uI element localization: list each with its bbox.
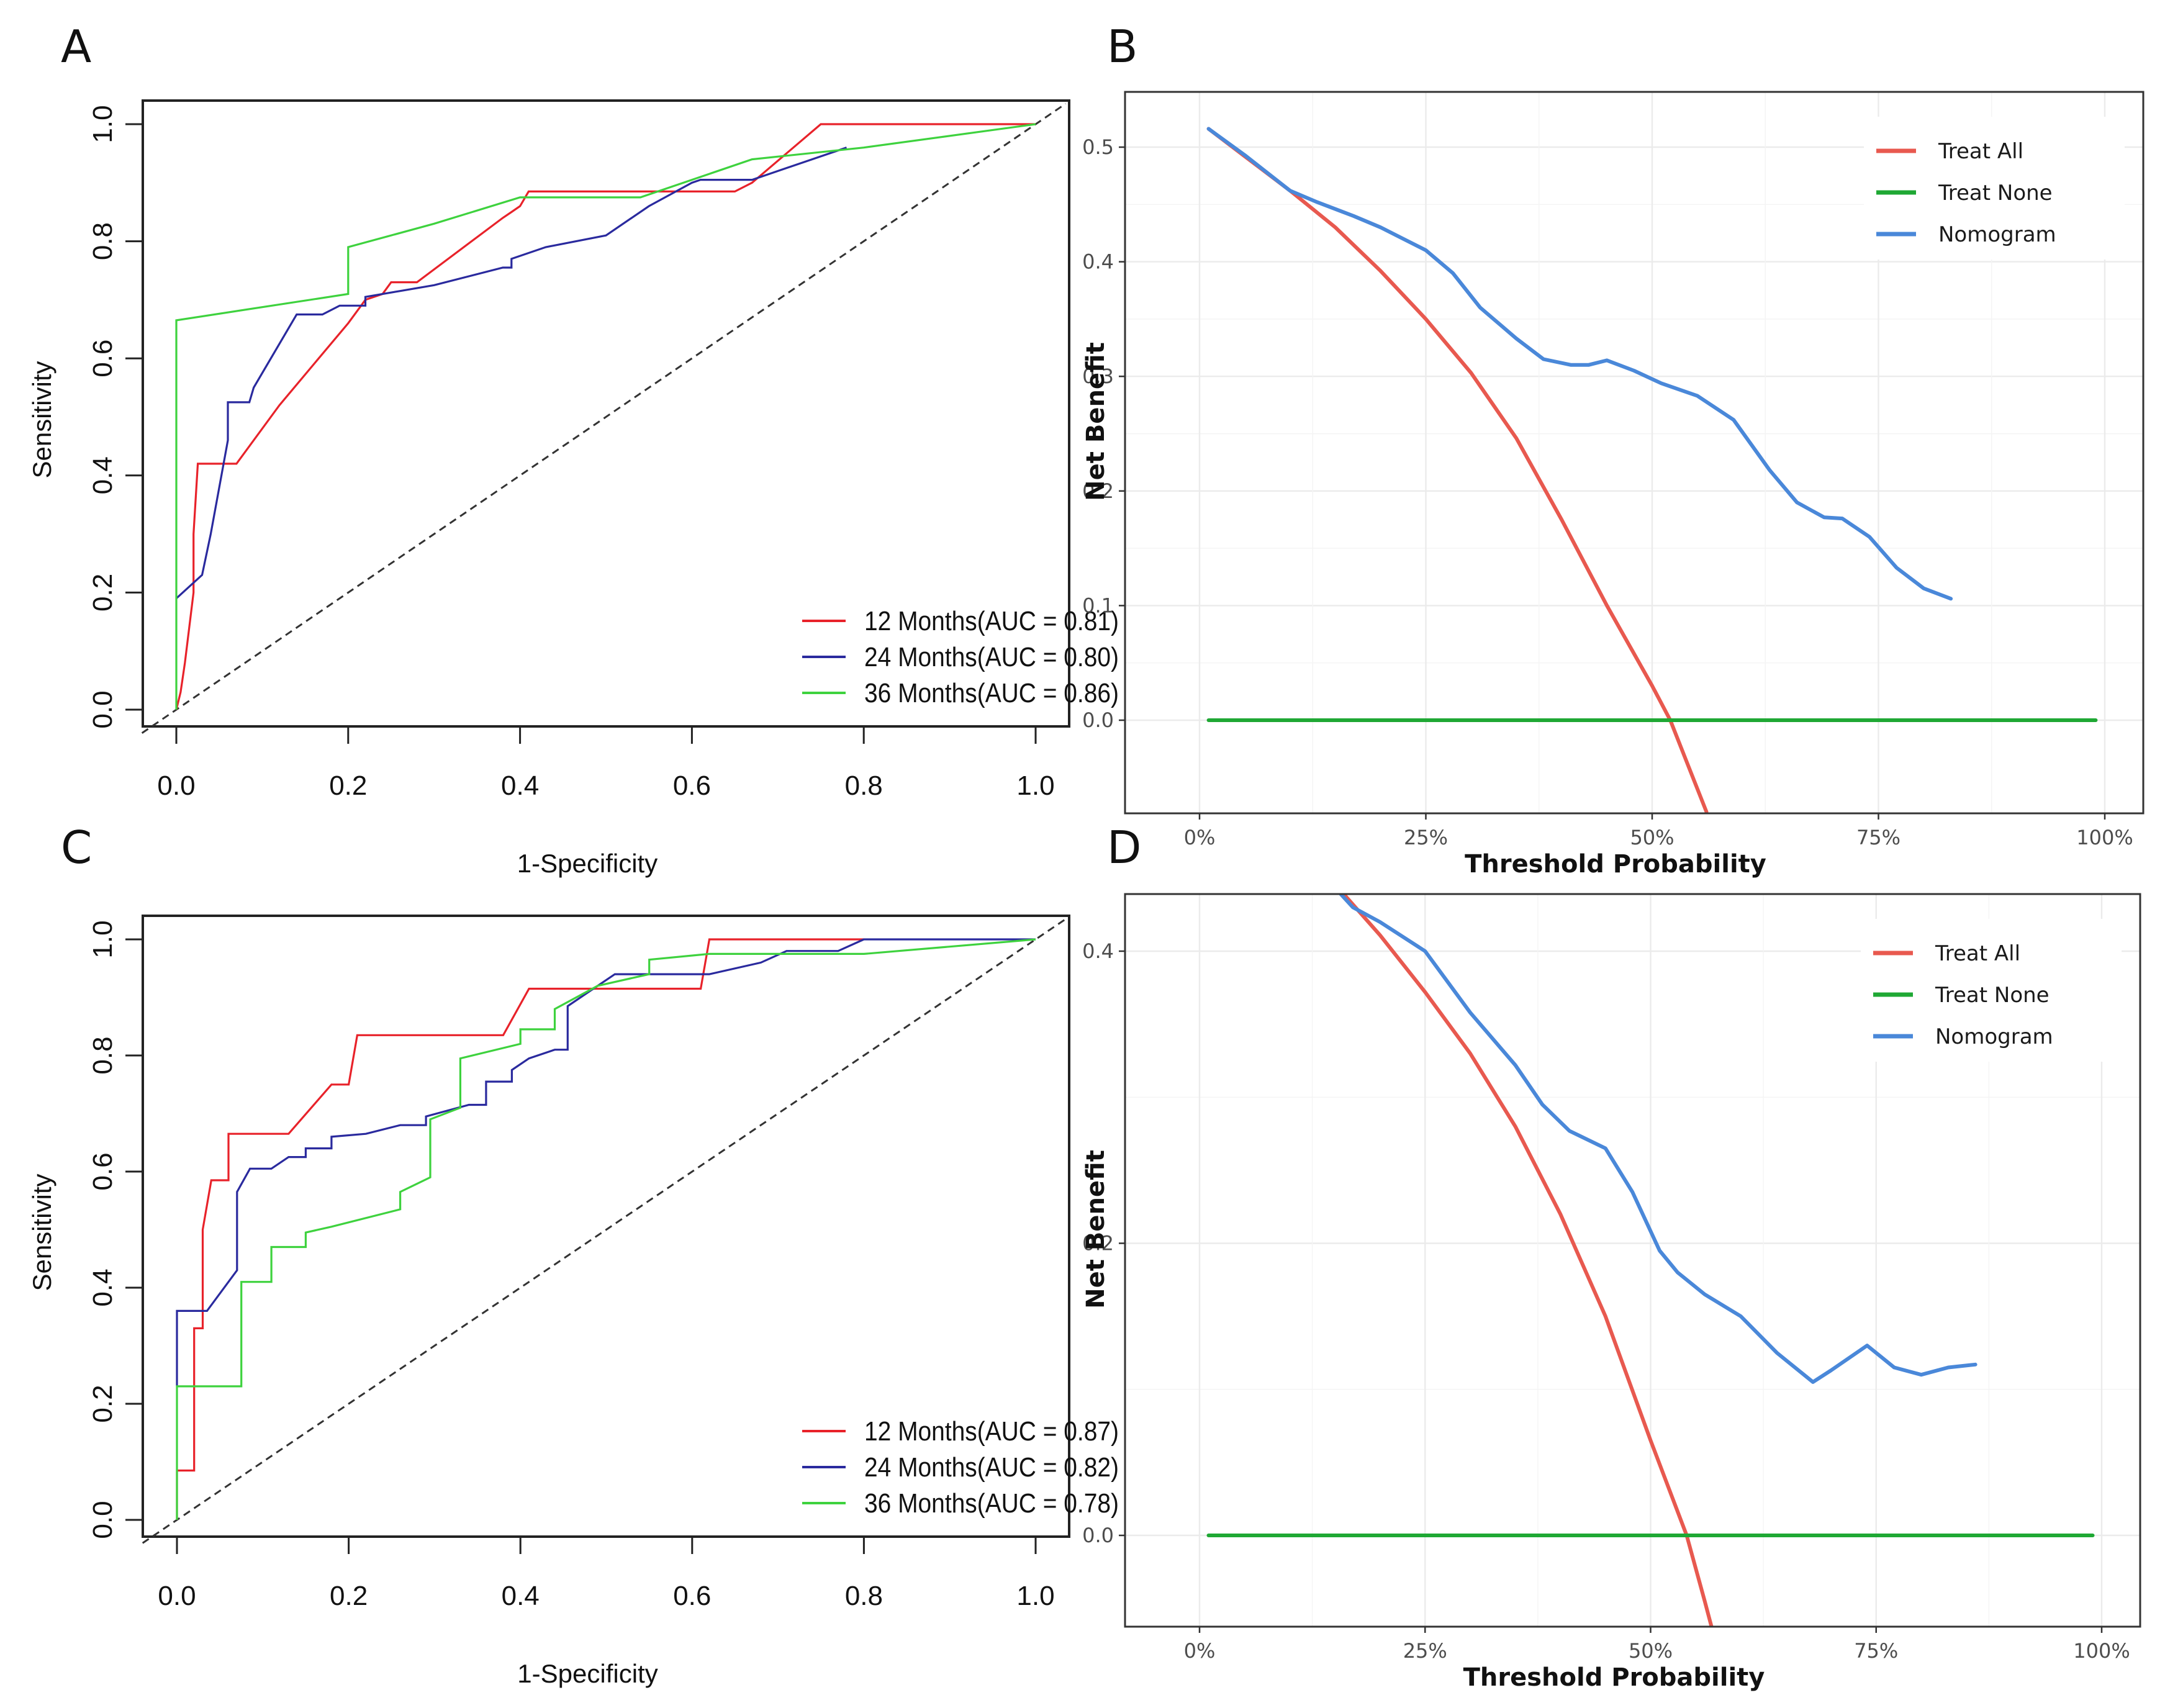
- roc-curve-2: [176, 938, 1036, 1386]
- panel-label-c: C: [61, 821, 92, 874]
- y-tick-label: 0.3: [1082, 364, 1114, 388]
- y-axis-title: Net Benefit: [1082, 1150, 1110, 1309]
- x-tick-label: 0.4: [502, 1581, 540, 1611]
- y-axis-title: Sensitivity: [27, 1173, 56, 1291]
- roc-chart-a: 0.0 0.2 0.4 0.6 0.8 1.0 0.0 0.2 0.4 0.6 0.8 1.0 1-Sp…: [27, 99, 1119, 878]
- y-tick-label: 0.8: [88, 1036, 118, 1074]
- legend-label-2: Treat None: [1935, 983, 2050, 1008]
- dca-chart-b: 0.0 0.1 0.2 0.3 0.4 0.5 0% 25% 50% 75% 100% Thresho…: [1082, 91, 2145, 879]
- x-tick-label: 1.0: [1016, 770, 1054, 801]
- y-tick-label: 0.4: [88, 456, 118, 494]
- y-tick-label: 0.2: [1082, 479, 1114, 503]
- x-axis-title: 1-Specificity: [517, 1659, 658, 1688]
- legend-label-1: Treat All: [1938, 139, 2023, 164]
- legend-label-2: Treat None: [1938, 181, 2053, 206]
- panel-label-a: A: [61, 20, 91, 73]
- x-tick-label: 0.0: [158, 1581, 196, 1611]
- y-tick-label: 0.8: [88, 222, 118, 260]
- roc-chart-c: 0.0 0.2 0.4 0.6 0.8 1.0 0.0 0.2 0.4 0.6 0.8 1.0 1-Sp…: [27, 915, 1119, 1688]
- x-tick-label: 50%: [1629, 1639, 1673, 1663]
- y-tick-label: 1.0: [88, 105, 118, 143]
- y-tick-label: 0.2: [1082, 1232, 1114, 1255]
- plot-frame: [142, 915, 1070, 1538]
- x-tick-label: 25%: [1403, 1639, 1447, 1663]
- x-tick-label: 0.8: [845, 770, 883, 801]
- roc-curve-3: [175, 123, 1036, 710]
- y-tick-label: 1.0: [88, 920, 118, 958]
- legend-label-2: 24 Months(AUC = 0.82): [864, 1452, 1119, 1483]
- series-group: [1206, 127, 2098, 813]
- y-tick-label: 0.4: [1082, 939, 1114, 963]
- y-tick-label: 0.2: [88, 574, 118, 612]
- x-axis-title: Threshold Probability: [1465, 850, 1766, 879]
- x-tick-label: 0%: [1184, 1639, 1216, 1663]
- y-tick-label: 0.5: [1082, 135, 1114, 159]
- x-tick-label: 0.2: [329, 770, 367, 801]
- legend-label-3: 36 Months(AUC = 0.78): [864, 1488, 1119, 1519]
- dca-curve-nomogram: [1338, 894, 1977, 1384]
- y-axis-title: Net Benefit: [1082, 342, 1110, 501]
- y-tick-label: 0.6: [88, 340, 118, 377]
- legend-label-2: 24 Months(AUC = 0.80): [864, 642, 1119, 672]
- y-axis-title: Sensitivity: [27, 361, 56, 478]
- x-tick-label: 0%: [1184, 826, 1216, 849]
- x-axis-title: Threshold Probability: [1463, 1663, 1765, 1692]
- legend-label-3: 36 Months(AUC = 0.86): [864, 678, 1119, 708]
- x-tick-label: 100%: [2073, 1639, 2130, 1663]
- dca-chart-d: 0.0 0.2 0.4 0% 25% 50% 75% 100% Threshold Probab…: [1082, 893, 2141, 1692]
- plot-frame: [1124, 893, 2141, 1628]
- x-tick-label: 25%: [1404, 826, 1448, 849]
- x-axis-title: 1-Specificity: [517, 849, 658, 878]
- x-tick-label: 75%: [1854, 1639, 1898, 1663]
- y-tick-label: 0.2: [88, 1385, 118, 1422]
- x-tick-label: 75%: [1856, 826, 1901, 849]
- y-tick-label: 0.4: [88, 1268, 118, 1306]
- y-tick-label: 0.4: [1082, 250, 1114, 274]
- series-group: [1206, 894, 2095, 1627]
- x-tick-label: 1.0: [1016, 1581, 1054, 1611]
- x-tick-label: 0.0: [157, 770, 195, 801]
- x-tick-label: 0.4: [501, 770, 539, 801]
- dca-curve-treat-all: [1206, 127, 1709, 813]
- dca-curve-treat-all: [1341, 894, 1714, 1627]
- roc-curve-1: [175, 123, 1036, 710]
- x-tick-label: 0.6: [673, 1581, 711, 1611]
- y-tick-label: 0.0: [1082, 1524, 1114, 1547]
- x-tick-label: 0.8: [845, 1581, 883, 1611]
- legend-label-1: 12 Months(AUC = 0.87): [864, 1416, 1119, 1447]
- dca-curve-nomogram: [1206, 127, 1953, 601]
- panel-label-b: B: [1107, 20, 1137, 73]
- legend-label-3: Nomogram: [1935, 1024, 2053, 1049]
- roc-curve-3: [176, 938, 1036, 1520]
- plot-frame: [142, 99, 1070, 728]
- x-tick-label: 0.2: [330, 1581, 368, 1611]
- y-tick-label: 0.0: [88, 1501, 118, 1539]
- legend-label-3: Nomogram: [1938, 222, 2056, 247]
- legend-label-1: 12 Months(AUC = 0.81): [864, 606, 1119, 636]
- x-tick-label: 50%: [1630, 826, 1674, 849]
- y-tick-label: 0.0: [88, 690, 118, 728]
- panel-label-d: D: [1107, 821, 1141, 874]
- roc-curve-2: [175, 147, 847, 599]
- x-tick-label: 0.6: [673, 770, 711, 801]
- y-tick-label: 0.0: [1082, 708, 1114, 732]
- legend-label-1: Treat All: [1935, 941, 2020, 966]
- reference-diagonal-line: [141, 102, 1067, 734]
- roc-curve-1: [176, 938, 864, 1520]
- plot-frame: [1124, 91, 2145, 815]
- y-tick-label: 0.1: [1082, 594, 1114, 617]
- y-tick-label: 0.6: [88, 1152, 118, 1190]
- x-tick-label: 100%: [2076, 826, 2133, 849]
